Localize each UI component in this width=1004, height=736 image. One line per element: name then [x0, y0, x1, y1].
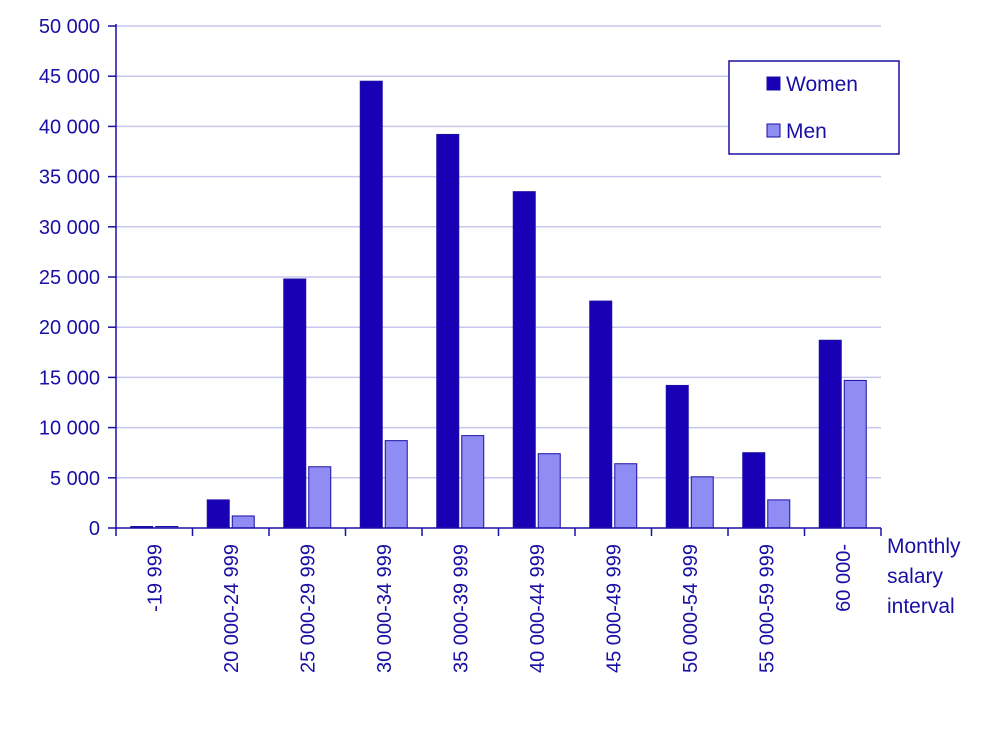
- x-tick-label: 50 000-54 999: [680, 544, 702, 673]
- y-tick-label: 40 000: [39, 116, 100, 138]
- x-axis-title-line: salary: [887, 565, 944, 588]
- y-tick-label: 20 000: [39, 317, 100, 339]
- bar-women: [283, 278, 307, 529]
- x-tick-label: 25 000-29 999: [297, 544, 319, 673]
- bar-women: [742, 452, 766, 529]
- x-tick-label: 35 000-39 999: [450, 544, 472, 673]
- y-tick-label: 50 000: [39, 16, 100, 38]
- bar-women: [359, 80, 383, 529]
- y-tick-label: 45 000: [39, 66, 100, 88]
- x-axis-title-line: interval: [887, 595, 955, 618]
- bar-men: [614, 463, 638, 529]
- bars: [130, 80, 867, 529]
- x-axis-title-line: Monthly: [887, 535, 961, 558]
- y-axis: 0 5 000 10 000 15 000 20 000 25 000 30 000 35 0…: [39, 16, 117, 540]
- bar-men: [231, 515, 255, 529]
- legend-box: [728, 60, 900, 155]
- x-tick-label: 45 000-49 999: [603, 544, 625, 673]
- x-axis: -19 999 20 000-24 999 25 000-29 999 30 000-…: [115, 527, 882, 673]
- bar-women: [206, 499, 230, 529]
- legend-swatch-men: [766, 123, 781, 138]
- bar-men: [767, 499, 791, 529]
- legend-swatch-women: [766, 76, 781, 91]
- y-tick-label: 25 000: [39, 267, 100, 289]
- x-tick-label: 55 000-59 999: [756, 544, 778, 673]
- y-tick-label: 10 000: [39, 418, 100, 440]
- x-tick-label: 30 000-34 999: [374, 544, 396, 673]
- y-tick-label: 35 000: [39, 167, 100, 189]
- bar-men: [308, 466, 332, 529]
- x-tick-label: 20 000-24 999: [221, 544, 243, 673]
- x-tick-label: 40 000-44 999: [527, 544, 549, 673]
- y-tick-label: 0: [89, 518, 100, 540]
- bar-men: [690, 476, 714, 529]
- bar-women: [818, 339, 842, 529]
- legend-label-women: Women: [786, 73, 858, 96]
- bar-men: [384, 440, 408, 529]
- bar-women: [665, 384, 689, 529]
- x-tick-label: 60 000-: [833, 544, 855, 612]
- bar-men: [843, 379, 867, 529]
- y-tick-label: 30 000: [39, 217, 100, 239]
- y-tick-label: 15 000: [39, 367, 100, 389]
- bar-men: [537, 453, 561, 529]
- x-axis-title: Monthly salary interval: [887, 535, 961, 618]
- bar-women: [436, 133, 460, 529]
- bar-women: [589, 300, 613, 529]
- y-tick-label: 5 000: [50, 468, 100, 490]
- x-tick-label: -19 999: [144, 544, 166, 612]
- bar-men: [461, 435, 485, 529]
- gridlines: [116, 25, 881, 479]
- bar-women: [512, 191, 536, 529]
- legend: Women Men: [728, 60, 900, 155]
- legend-label-men: Men: [786, 120, 827, 143]
